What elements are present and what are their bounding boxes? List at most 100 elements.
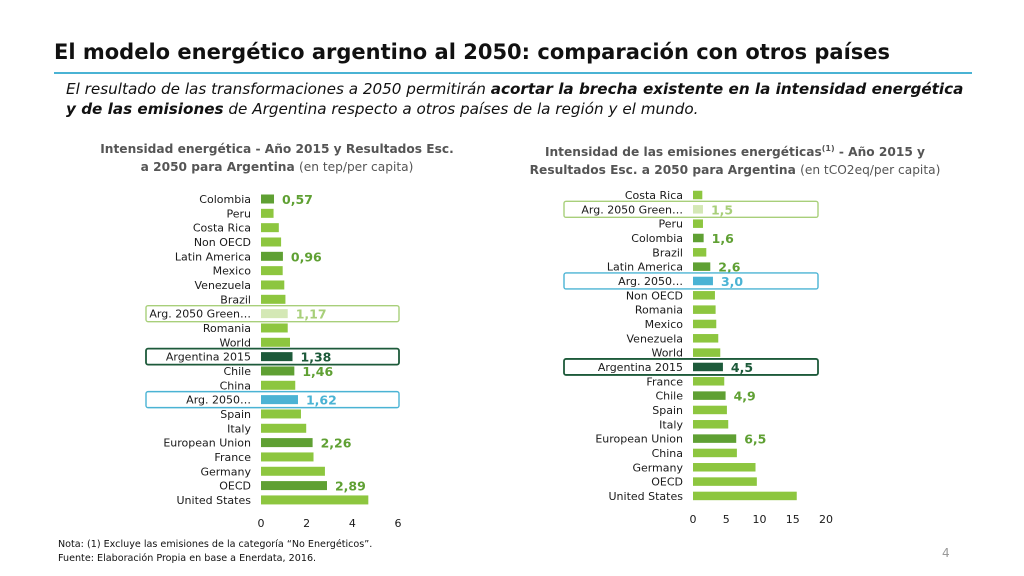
category-label-1-0: Colombia [199, 193, 251, 206]
bar-2-13 [693, 377, 725, 386]
bar-1-18 [261, 452, 314, 462]
subtitle-text-2: de Argentina respecto a otros países de … [223, 100, 699, 118]
chart-2-title-unit: (en tCO2eq/per capita) [800, 163, 941, 178]
x-tick-2-4: 20 [819, 513, 833, 526]
bar-2-8 [693, 305, 716, 314]
category-label-1-9: Romania [203, 322, 251, 335]
category-label-2-13: France [646, 375, 683, 388]
bar-2-12 [693, 362, 723, 372]
bar-1-12 [261, 366, 295, 376]
category-label-1-10: World [219, 336, 251, 349]
data-label-1-14: 1,62 [306, 393, 337, 408]
page-title: El modelo energético argentino al 2050: … [54, 40, 891, 64]
category-label-2-12: Argentina 2015 [598, 361, 683, 374]
category-label-1-18: France [214, 451, 251, 464]
footnote-source: Fuente: Elaboración Propia en base a Ene… [58, 553, 317, 564]
bar-1-20 [261, 481, 327, 491]
bar-2-15 [693, 405, 727, 415]
bar-1-8 [261, 309, 288, 319]
category-label-2-0: Costa Rica [625, 189, 683, 202]
category-label-2-1: Arg. 2050 Green… [581, 203, 683, 216]
category-label-2-2: Peru [658, 218, 683, 231]
category-label-2-3: Colombia [631, 232, 683, 245]
bar-1-5 [261, 266, 283, 276]
x-tick-1-2: 4 [349, 517, 356, 530]
highlight-box-12 [563, 358, 819, 376]
category-label-1-12: Chile [223, 365, 251, 378]
data-label-1-20: 2,89 [335, 479, 366, 494]
bar-2-9 [693, 319, 717, 329]
bar-1-2 [261, 223, 279, 233]
category-label-1-2: Costa Rica [193, 222, 251, 235]
category-label-1-17: European Union [163, 437, 251, 450]
category-label-1-8: Arg. 2050 Green… [149, 308, 251, 321]
page-subtitle: El resultado de las transformaciones a 2… [66, 79, 976, 119]
data-label-1-12: 1,46 [302, 364, 333, 379]
x-tick-2-1: 5 [723, 513, 730, 526]
chart-2-title-superscript: (1) [821, 144, 835, 153]
category-label-1-19: Germany [200, 465, 251, 478]
bar-1-4 [261, 251, 283, 261]
category-label-1-5: Mexico [213, 265, 252, 278]
bar-1-15 [261, 409, 301, 419]
category-label-1-13: China [220, 379, 251, 392]
bar-1-11 [261, 352, 293, 362]
bar-2-14 [693, 391, 726, 400]
chart-2-title: Intensidad de las emisiones energéticas(… [512, 140, 958, 179]
bar-1-9 [261, 323, 288, 333]
bar-1-16 [261, 423, 307, 433]
bar-1-21 [261, 495, 369, 505]
bar-1-7 [261, 294, 286, 304]
category-label-1-16: Italy [227, 422, 251, 435]
bar-1-13 [261, 380, 296, 390]
category-label-2-14: Chile [655, 390, 683, 403]
bar-2-2 [693, 219, 703, 228]
x-tick-2-2: 10 [753, 513, 767, 526]
data-label-2-5: 2,6 [718, 260, 740, 275]
bar-2-16 [693, 420, 729, 429]
bar-2-10 [693, 334, 719, 343]
category-label-1-4: Latin America [175, 250, 251, 263]
title-divider [54, 72, 972, 74]
x-tick-1-1: 2 [303, 517, 310, 530]
category-label-2-16: Italy [659, 418, 683, 431]
bar-1-10 [261, 337, 290, 347]
x-tick-2-3: 15 [786, 513, 800, 526]
category-label-1-7: Brazil [220, 293, 251, 306]
bar-2-21 [693, 491, 797, 501]
category-label-1-20: OECD [219, 480, 251, 493]
chart-1-title: Intensidad energética - Año 2015 y Resul… [100, 140, 454, 176]
footnote-note: Nota: (1) Excluye las emisiones de la ca… [58, 539, 373, 550]
category-label-1-3: Non OECD [194, 236, 251, 249]
data-label-2-3: 1,6 [712, 231, 734, 246]
highlight-box-11 [145, 347, 400, 366]
category-label-2-4: Brazil [652, 246, 683, 259]
bar-2-18 [693, 448, 737, 458]
chart-2-title-text-2: - Año 2015 y Resultados Esc. a 2050 para… [529, 145, 926, 178]
x-tick-2-0: 0 [690, 513, 697, 526]
x-tick-1-0: 0 [258, 517, 265, 530]
category-label-1-21: United States [177, 494, 252, 507]
bar-2-19 [693, 463, 756, 472]
data-label-2-6: 3,0 [721, 274, 743, 289]
bar-2-11 [693, 348, 721, 357]
highlight-box-8 [145, 304, 400, 323]
subtitle-text-1: El resultado de las transformaciones a 2… [66, 80, 491, 98]
category-label-2-5: Latin America [607, 261, 683, 274]
chart-2-title-text: Intensidad de las emisiones energéticas [544, 145, 822, 160]
data-label-2-17: 6,5 [744, 432, 766, 447]
category-label-2-11: World [651, 347, 683, 360]
category-label-2-6: Arg. 2050… [618, 275, 683, 288]
x-tick-1-3: 6 [395, 517, 402, 530]
bar-1-14 [261, 395, 298, 405]
data-label-1-4: 0,96 [291, 249, 322, 264]
footnote: Nota: (1) Excluye las emisiones de la ca… [58, 538, 372, 566]
bar-2-3 [693, 233, 704, 243]
highlight-box-6 [563, 272, 819, 290]
category-label-2-7: Non OECD [626, 289, 683, 302]
bar-2-7 [693, 291, 715, 300]
bar-2-5 [693, 262, 711, 271]
category-label-1-6: Venezuela [195, 279, 252, 292]
category-label-2-8: Romania [635, 304, 683, 317]
